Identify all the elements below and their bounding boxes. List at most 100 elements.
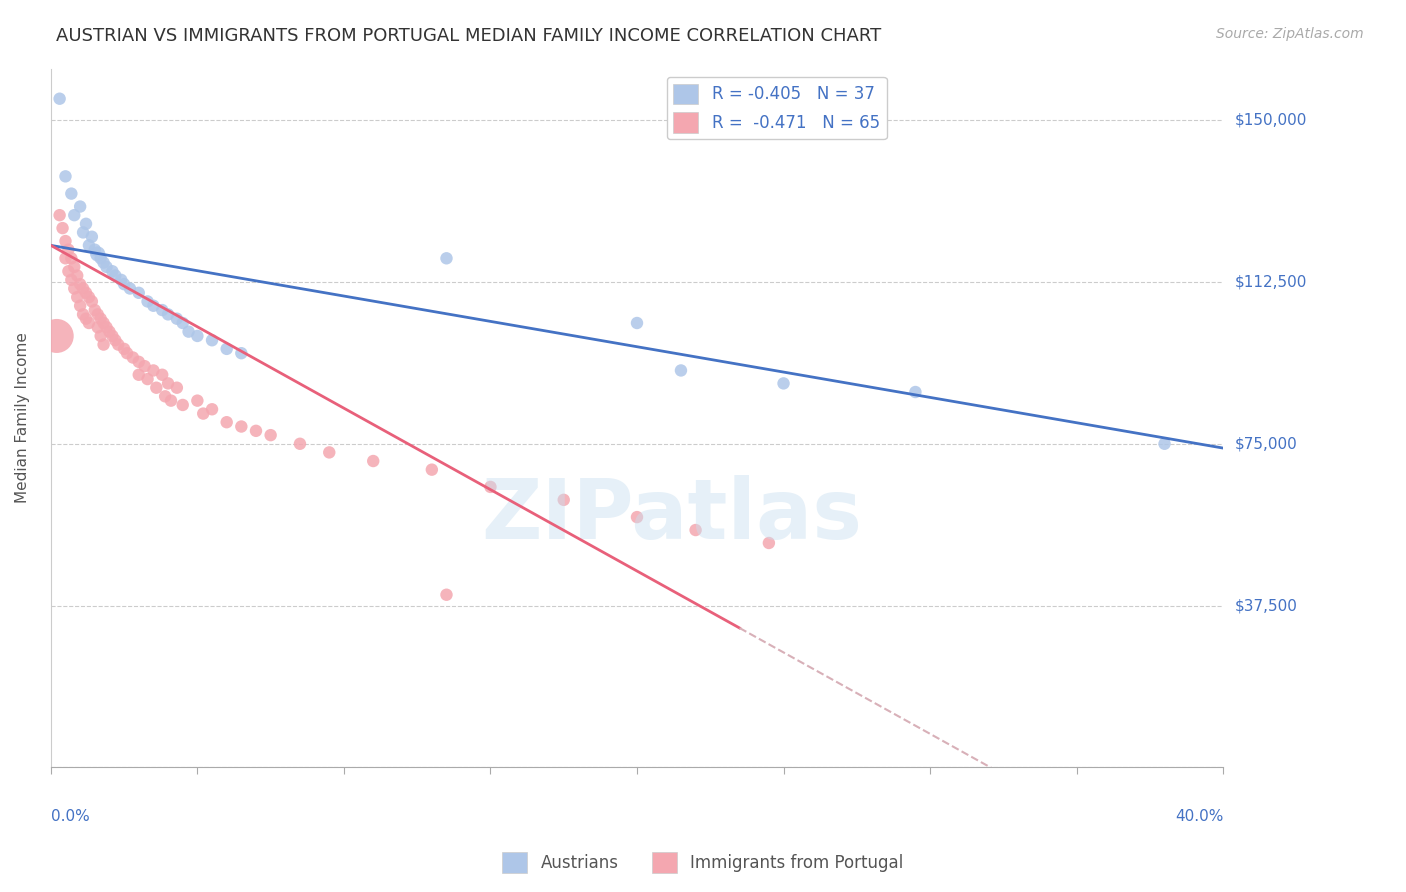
Point — [93, 337, 115, 351]
Point — [288, 437, 311, 451]
Point — [142, 299, 165, 313]
Point — [90, 311, 112, 326]
Point — [60, 273, 83, 287]
Point — [136, 372, 159, 386]
Text: AUSTRIAN VS IMMIGRANTS FROM PORTUGAL MEDIAN FAMILY INCOME CORRELATION CHART: AUSTRIAN VS IMMIGRANTS FROM PORTUGAL MED… — [56, 27, 882, 45]
Point — [112, 342, 135, 356]
Point — [75, 311, 97, 326]
Point — [626, 316, 648, 330]
Text: Source: ZipAtlas.com: Source: ZipAtlas.com — [1216, 27, 1364, 41]
Point — [87, 320, 110, 334]
Point — [69, 200, 91, 214]
Point — [77, 290, 100, 304]
Text: $37,500: $37,500 — [1234, 598, 1298, 613]
Point — [45, 329, 67, 343]
Point — [758, 536, 780, 550]
Point — [215, 342, 238, 356]
Point — [69, 277, 91, 292]
Point — [669, 363, 692, 377]
Point — [63, 208, 86, 222]
Point — [201, 333, 224, 347]
Point — [904, 384, 927, 399]
Point — [75, 285, 97, 300]
Point — [93, 255, 115, 269]
Legend: R = -0.405   N = 37, R =  -0.471   N = 65: R = -0.405 N = 37, R = -0.471 N = 65 — [666, 77, 887, 139]
Text: $75,000: $75,000 — [1234, 436, 1296, 451]
Point — [72, 307, 94, 321]
Point — [626, 510, 648, 524]
Point — [553, 492, 575, 507]
Point — [136, 294, 159, 309]
Point — [83, 243, 105, 257]
Text: ZIPatlas: ZIPatlas — [482, 475, 863, 557]
Point — [231, 419, 253, 434]
Point — [134, 359, 156, 373]
Point — [63, 260, 86, 274]
Point — [72, 226, 94, 240]
Point — [115, 346, 138, 360]
Point — [201, 402, 224, 417]
Point — [160, 393, 183, 408]
Text: 40.0%: 40.0% — [1175, 809, 1223, 824]
Point — [420, 463, 443, 477]
Point — [110, 273, 132, 287]
Point — [98, 325, 121, 339]
Point — [90, 329, 112, 343]
Legend: Austrians, Immigrants from Portugal: Austrians, Immigrants from Portugal — [496, 846, 910, 880]
Point — [361, 454, 384, 468]
Point — [58, 264, 80, 278]
Point — [96, 320, 118, 334]
Point — [122, 351, 145, 365]
Point — [479, 480, 502, 494]
Point — [215, 415, 238, 429]
Point — [83, 303, 105, 318]
Point — [150, 368, 173, 382]
Point — [55, 169, 77, 184]
Point — [193, 407, 215, 421]
Point — [685, 523, 707, 537]
Point — [186, 393, 208, 408]
Point — [80, 229, 103, 244]
Point — [245, 424, 267, 438]
Point — [436, 252, 458, 266]
Text: $150,000: $150,000 — [1234, 112, 1306, 128]
Point — [145, 381, 167, 395]
Point — [72, 281, 94, 295]
Point — [101, 264, 124, 278]
Point — [166, 381, 188, 395]
Point — [128, 368, 150, 382]
Point — [172, 316, 194, 330]
Point — [87, 247, 110, 261]
Point — [177, 325, 200, 339]
Point — [90, 252, 112, 266]
Point — [51, 221, 73, 235]
Point — [58, 243, 80, 257]
Point — [48, 92, 70, 106]
Point — [259, 428, 281, 442]
Point — [93, 316, 115, 330]
Point — [55, 252, 77, 266]
Point — [60, 186, 83, 201]
Point — [1153, 437, 1175, 451]
Point — [172, 398, 194, 412]
Point — [318, 445, 340, 459]
Point — [128, 355, 150, 369]
Point — [118, 281, 141, 295]
Point — [48, 208, 70, 222]
Point — [60, 252, 83, 266]
Point — [104, 268, 127, 283]
Y-axis label: Median Family Income: Median Family Income — [15, 333, 30, 503]
Point — [66, 290, 89, 304]
Point — [153, 389, 176, 403]
Point — [104, 333, 127, 347]
Point — [157, 376, 180, 391]
Point — [186, 329, 208, 343]
Point — [166, 311, 188, 326]
Point — [107, 337, 129, 351]
Point — [436, 588, 458, 602]
Point — [77, 316, 100, 330]
Point — [87, 307, 110, 321]
Text: 0.0%: 0.0% — [51, 809, 90, 824]
Point — [142, 363, 165, 377]
Point — [77, 238, 100, 252]
